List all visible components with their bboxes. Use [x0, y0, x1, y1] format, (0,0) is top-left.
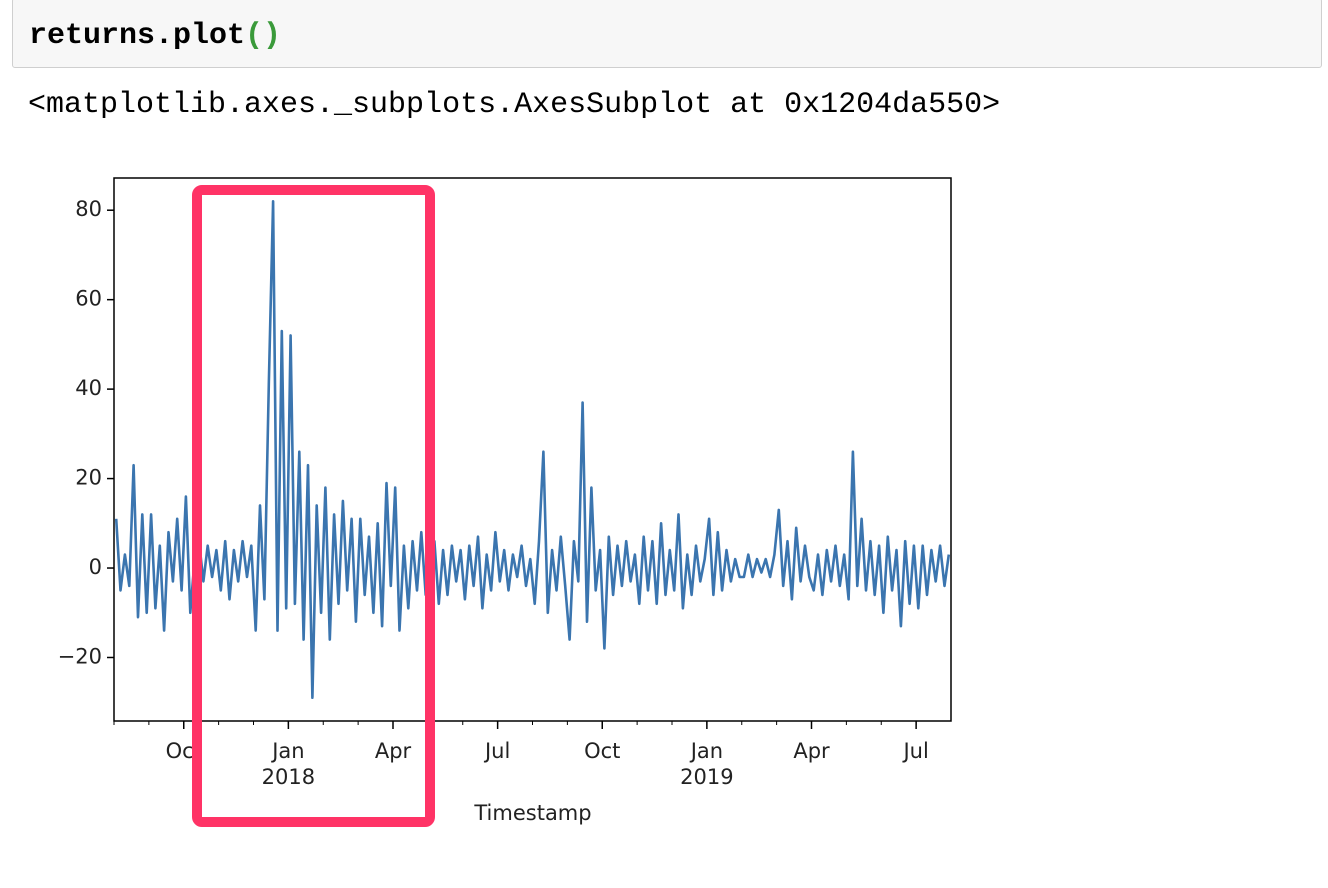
x-tick-year: 2018 [262, 765, 315, 789]
x-tick-label: Apr [375, 739, 412, 763]
x-tick-label: Apr [793, 739, 830, 763]
x-tick-label: Jan [270, 739, 304, 763]
output-text: <matplotlib.axes._subplots.AxesSubplot a… [28, 88, 1001, 122]
code-cell[interactable]: returns.plot() [12, 0, 1322, 68]
x-tick-label: Oct [584, 739, 620, 763]
y-tick-label: 60 [75, 287, 102, 311]
x-tick-label: Jul [901, 739, 928, 763]
y-tick-label: 0 [89, 555, 102, 579]
x-tick-label: Jul [483, 739, 510, 763]
axes-frame [113, 177, 952, 722]
x-tick-label: Jan [689, 739, 723, 763]
y-tick-label: 80 [75, 197, 102, 221]
y-tick-label: 40 [75, 376, 102, 400]
x-axis-label: Timestamp [473, 801, 591, 825]
code: returns.plot [29, 19, 246, 53]
y-tick-label: 20 [75, 466, 102, 490]
highlight-box [192, 185, 435, 827]
code-parens: () [245, 19, 282, 53]
x-tick-year: 2019 [680, 765, 733, 789]
line [114, 200, 951, 699]
y-tick-label: −20 [58, 644, 102, 668]
